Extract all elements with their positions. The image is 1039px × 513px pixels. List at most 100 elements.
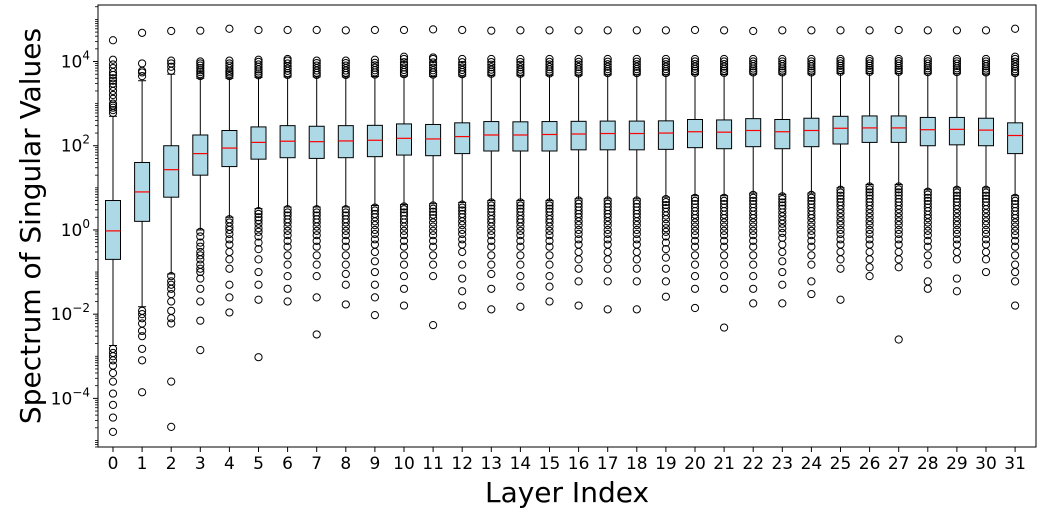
box-iqr	[832, 115, 849, 145]
flier-point	[370, 25, 379, 35]
flier-point	[603, 225, 612, 235]
flier-point	[312, 226, 321, 235]
box-iqr	[105, 200, 121, 260]
box-iqr	[454, 122, 471, 155]
flier-point	[952, 54, 962, 64]
flier-point	[836, 205, 845, 214]
flier-point	[487, 231, 496, 240]
flier-point	[312, 251, 321, 260]
flier-point	[167, 280, 176, 289]
flier-point	[225, 264, 234, 273]
flier-point	[370, 280, 379, 289]
flier-point	[487, 57, 496, 67]
flier-point	[923, 196, 932, 205]
flier-point	[138, 66, 147, 75]
flier-point	[283, 251, 292, 260]
flier-point	[836, 255, 845, 264]
flier-point	[138, 356, 147, 365]
flier-point	[603, 62, 612, 71]
flier-point	[225, 24, 234, 33]
flier-point	[778, 228, 787, 238]
flier-point	[778, 257, 787, 266]
flier-point	[807, 54, 816, 64]
flier-point	[923, 242, 932, 251]
flier-point	[865, 247, 874, 257]
flier-point	[865, 221, 874, 230]
flier-point	[108, 413, 118, 422]
flier-point	[894, 59, 903, 68]
flier-point	[196, 238, 205, 247]
flier-point	[661, 57, 671, 66]
flier-point	[923, 226, 932, 235]
flier-point	[458, 65, 467, 75]
flier-point	[254, 224, 263, 233]
flier-point	[516, 63, 525, 72]
flier-point	[429, 272, 438, 281]
x-tick-label: 31	[1004, 454, 1026, 474]
flier-point	[167, 289, 176, 299]
flier-point	[487, 69, 496, 78]
flier-point	[923, 57, 932, 66]
flier-point	[836, 26, 845, 35]
flier-point	[836, 54, 845, 64]
flier-point	[720, 193, 729, 202]
flier-point	[429, 207, 438, 216]
flier-point	[574, 301, 583, 310]
flier-point	[574, 247, 583, 257]
flier-point	[952, 209, 962, 218]
flier-point	[807, 222, 816, 231]
flier-point	[225, 61, 234, 70]
flier-point	[458, 235, 467, 244]
box-iqr	[541, 121, 558, 152]
flier-point	[632, 247, 641, 257]
flier-point	[720, 251, 729, 260]
flier-point	[196, 251, 205, 260]
flier-point	[632, 221, 641, 230]
box-group-layer-17	[599, 26, 616, 314]
flier-point	[370, 217, 379, 226]
flier-point	[429, 222, 438, 231]
ticks-layer: 0 1 2 3 4 5 6 7 8 9 10 11 12 13 14 15 16 17 18 19 20 21 22 23 24…	[51, 6, 1026, 474]
flier-point	[399, 226, 409, 235]
flier-point	[574, 62, 583, 72]
box-group-layer-13	[483, 26, 500, 314]
flier-point	[225, 235, 234, 244]
flier-point	[545, 26, 554, 35]
flier-point	[690, 57, 700, 66]
flier-point	[603, 196, 612, 205]
flier-point	[225, 247, 234, 257]
flier-point	[661, 54, 671, 64]
flier-point	[923, 59, 932, 68]
flier-point	[225, 240, 234, 249]
flier-point	[661, 227, 671, 236]
flier-point	[1011, 277, 1020, 286]
box-iqr	[803, 117, 820, 148]
y-tick-exponent: 2	[82, 133, 90, 147]
x-axis-title: Layer Index	[485, 476, 649, 509]
flier-point	[429, 218, 438, 227]
flier-point	[661, 245, 671, 254]
flier-point	[981, 221, 991, 230]
flier-point	[865, 209, 874, 218]
box-iqr	[861, 115, 878, 143]
flier-point	[720, 226, 729, 235]
flier-point	[399, 63, 409, 72]
flier-point	[254, 60, 263, 69]
flier-point	[429, 236, 438, 245]
flier-point	[545, 62, 554, 72]
flier-point	[370, 63, 379, 72]
flier-point	[690, 226, 700, 235]
flier-point	[836, 213, 845, 222]
flier-point	[254, 55, 263, 64]
box-iqr	[599, 120, 616, 151]
flier-point	[487, 269, 496, 279]
flier-point	[225, 229, 234, 239]
flier-point	[108, 368, 118, 378]
flier-point	[167, 26, 176, 36]
flier-point	[632, 277, 641, 286]
box-group-layer-29	[948, 26, 965, 296]
flier-point	[254, 209, 263, 219]
flier-point	[720, 272, 729, 281]
flier-point	[836, 264, 845, 273]
flier-point	[429, 214, 438, 223]
